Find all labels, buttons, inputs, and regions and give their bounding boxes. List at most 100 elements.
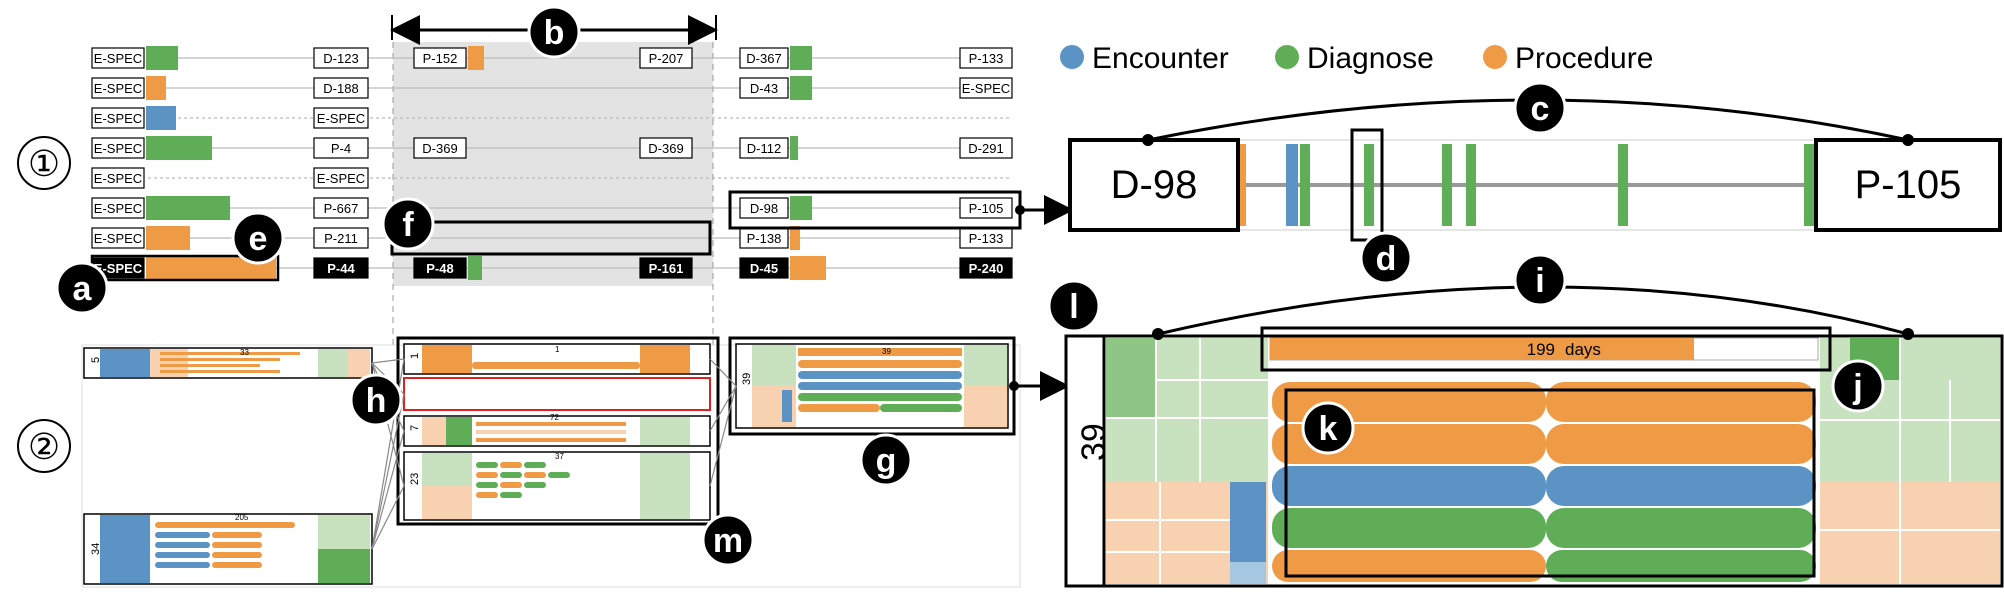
event-box-end-label: E-SPEC	[317, 111, 365, 126]
duration-bar	[146, 106, 176, 130]
callout-letter: h	[366, 382, 387, 420]
next-end-box	[959, 77, 1013, 99]
event-tick	[1466, 144, 1476, 226]
next-end-box-label: D-291	[968, 141, 1003, 156]
gap-start-box-label: P-152	[423, 51, 458, 66]
event-box-end	[313, 227, 369, 249]
event-box-start-label: E-SPEC	[94, 141, 142, 156]
cluster-small-label: 33	[240, 348, 249, 357]
diagnose-swatch	[1275, 45, 1299, 69]
next-end-box-label: P-133	[969, 51, 1004, 66]
cluster-small-label: 37	[555, 452, 564, 461]
duration-bar	[146, 46, 178, 70]
callout-e: e	[231, 211, 285, 265]
callout-letter: i	[1535, 262, 1544, 300]
detail-end-label: P-105	[1855, 163, 1962, 207]
event-tick	[1286, 144, 1298, 226]
sequence-row[interactable]: E-SPEC D-188 D-43 E-SPEC	[91, 76, 1013, 100]
next-start-box	[739, 197, 789, 219]
cluster-small-label: 205	[235, 513, 249, 522]
next-end-box-label: E-SPEC	[962, 81, 1010, 96]
cluster-card: 1 1	[403, 343, 711, 375]
sequence-row[interactable]: E-SPEC E-SPEC	[91, 106, 1010, 130]
duration-bar	[790, 46, 812, 70]
callout-i: i	[1513, 253, 1567, 307]
cluster-card: 7 72	[403, 413, 711, 447]
sequence-table: E-SPEC D-123 P-152 P-207 D-367 P-133 E-SPEC D-1…	[90, 42, 1016, 590]
cluster-count: 7	[409, 425, 421, 431]
event-box-end-label: P-44	[327, 261, 355, 276]
event-tick	[1618, 144, 1628, 226]
next-end-box	[959, 47, 1013, 69]
gap-end-box-label: P-207	[649, 51, 684, 66]
section-marker-text: ②	[28, 426, 60, 467]
section-marker-1: ①	[17, 136, 71, 190]
duration-fill	[1270, 338, 1694, 360]
event-box-start	[91, 47, 145, 69]
duration-bar	[790, 226, 800, 250]
event-box-end-label: E-SPEC	[317, 171, 365, 186]
section-marker-text: ①	[28, 143, 60, 184]
callout-l: l	[1047, 279, 1101, 333]
cluster-small-label: 39	[882, 347, 891, 356]
event-box-start	[91, 197, 145, 219]
callout-letter: b	[544, 14, 565, 52]
event-tick	[1364, 144, 1374, 226]
cluster-card: 23 37	[403, 451, 711, 521]
callout-letter: c	[1531, 90, 1550, 128]
legend-label: Diagnose	[1307, 42, 1434, 75]
gap-start-box-label: P-48	[426, 261, 453, 276]
cluster-count: 5	[90, 357, 102, 363]
legend-item-procedure: Procedure	[1483, 42, 1653, 75]
event-box-start-label: E-SPEC	[94, 111, 142, 126]
callout-c: c	[1513, 81, 1567, 135]
event-tick	[1442, 144, 1452, 226]
event-tick	[1804, 144, 1814, 226]
sequence-row[interactable]: E-SPEC E-SPEC	[91, 167, 1010, 189]
detail-view-top: D-98 P-105	[1068, 98, 2002, 242]
callout-h: h	[349, 373, 403, 427]
legend-item-diagnose: Diagnose	[1275, 42, 1434, 75]
sequence-row[interactable]: E-SPEC P-667 D-98 P-105	[91, 196, 1013, 220]
next-start-box-label: D-43	[750, 81, 778, 96]
event-tick	[1240, 144, 1246, 226]
callout-letter: j	[1852, 368, 1862, 406]
next-start-box	[739, 47, 789, 69]
gap-band	[393, 42, 713, 286]
duration-bar	[146, 136, 212, 160]
next-start-box	[739, 77, 789, 99]
sequence-row[interactable]: E-SPEC D-123 P-152 P-207 D-367 P-133	[91, 46, 1013, 70]
gap-start-box-label: D-369	[422, 141, 457, 156]
next-start-box-label: D-98	[750, 201, 778, 216]
gap-end-box-label: D-369	[648, 141, 683, 156]
event-box-end	[313, 257, 369, 279]
event-box-end	[313, 77, 369, 99]
next-start-box-label: D-367	[746, 51, 781, 66]
event-box-start	[91, 77, 145, 99]
callout-k: k	[1301, 401, 1355, 455]
sequence-row[interactable]: E-SPEC P-211 P-138 P-133	[91, 226, 1013, 250]
event-box-start-label: E-SPEC	[94, 201, 142, 216]
next-start-box-label: D-112	[747, 141, 781, 156]
callout-letter: g	[876, 442, 897, 480]
gap-start-box	[413, 47, 467, 69]
encounter-swatch	[1060, 45, 1084, 69]
callout-letter: d	[1376, 240, 1397, 278]
event-box-end	[313, 137, 369, 159]
cluster-count: 39	[741, 373, 753, 385]
event-box-start	[91, 107, 145, 129]
detail-end-box	[1814, 138, 2002, 232]
next-start-box-label: P-138	[747, 231, 782, 246]
cluster-small-label: 72	[550, 413, 559, 422]
gap-start-box	[413, 257, 467, 279]
sequence-row[interactable]: E-SPEC P-4 D-369 D-369 D-112 D-291	[91, 136, 1013, 160]
gap-end-box	[639, 47, 693, 69]
duration-box	[1260, 326, 1832, 372]
next-start-box-label: D-45	[750, 261, 778, 276]
duration-bar	[146, 76, 166, 100]
event-box-start-label: E-SPEC	[94, 81, 142, 96]
event-box-end	[313, 107, 369, 129]
callout-letter: k	[1319, 410, 1338, 448]
next-end-box	[959, 137, 1013, 159]
cluster-small-label: 1	[555, 345, 560, 354]
